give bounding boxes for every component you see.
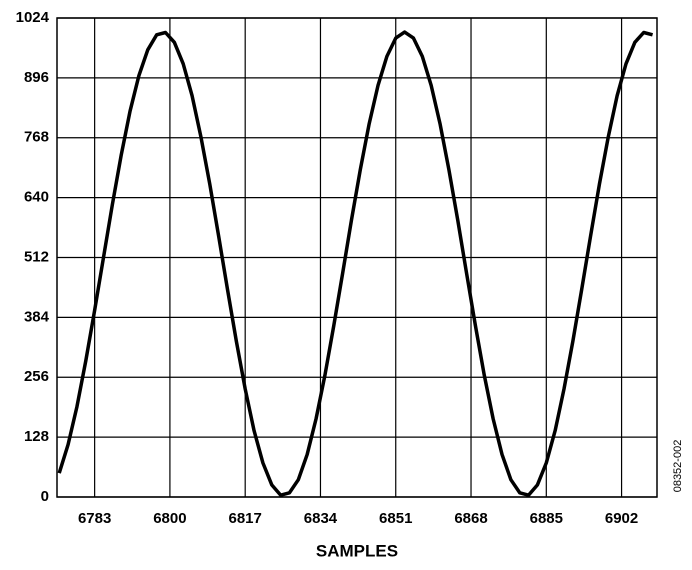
figure-id: 08352-002 <box>672 440 684 493</box>
y-tick-label: 768 <box>24 129 49 146</box>
x-tick-label: 6902 <box>605 510 638 527</box>
x-tick-label: 6783 <box>78 510 111 527</box>
data-line <box>57 30 654 497</box>
y-tick-label: 640 <box>24 189 49 206</box>
y-tick-label: 384 <box>24 308 50 325</box>
x-tick-label: 6834 <box>304 510 338 527</box>
x-tick-label: 6851 <box>379 510 412 527</box>
y-tick-label: 1024 <box>16 9 50 26</box>
x-tick-label: 6868 <box>454 510 487 527</box>
y-tick-label: 128 <box>24 428 49 445</box>
y-tick-label: 256 <box>24 368 49 385</box>
y-tick-label: 512 <box>24 248 49 265</box>
x-tick-label: 6885 <box>530 510 563 527</box>
x-tick-label: 6800 <box>153 510 186 527</box>
x-tick-label: 6817 <box>229 510 262 527</box>
y-tick-label: 896 <box>24 69 49 86</box>
x-axis-label: SAMPLES <box>316 541 398 560</box>
y-tick-label: 0 <box>41 488 49 505</box>
